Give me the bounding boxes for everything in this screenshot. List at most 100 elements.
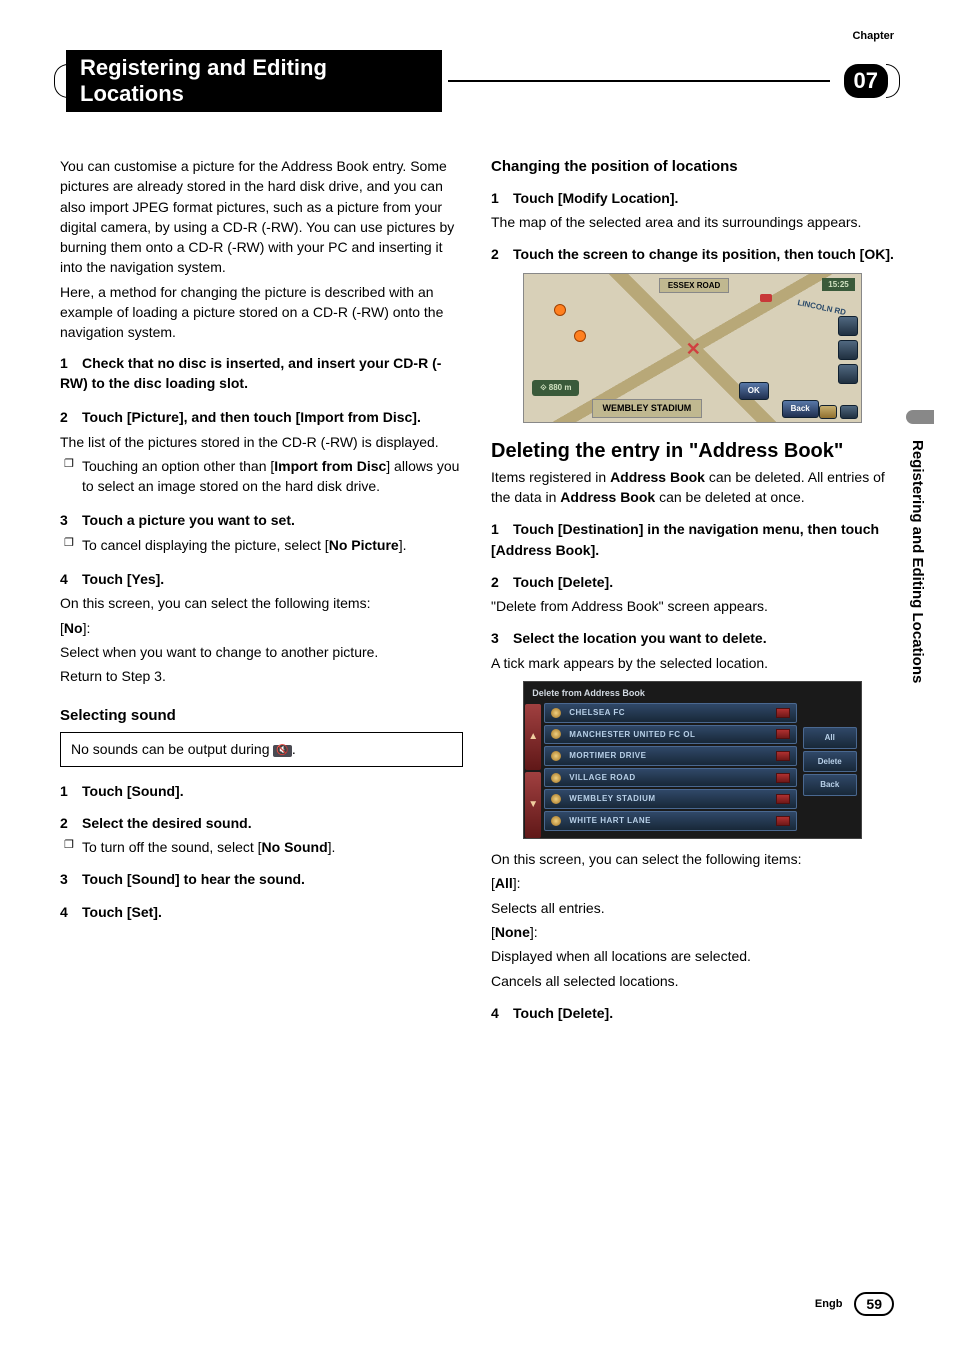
list-side-button[interactable]: All: [803, 727, 857, 749]
step-3-bullet: To cancel displaying the picture, select…: [60, 535, 463, 555]
map-screenshot: ESSEX ROAD 15:25 LINCOLN RD ✕ ⟐ 880 m WE…: [523, 273, 862, 423]
all-body: Selects all entries.: [491, 898, 894, 918]
footer-lang: Engb: [815, 1298, 843, 1310]
marker-icon: [551, 729, 561, 739]
deleting-entry-heading: Deleting the entry in "Address Book": [491, 439, 894, 463]
t: None: [495, 924, 530, 940]
list-row-text: WHITE HART LANE: [565, 815, 776, 827]
list-up-arrow[interactable]: ▲: [525, 704, 541, 770]
list-row-text: CHELSEA FC: [565, 707, 776, 719]
t: Touch [Modify Location].: [513, 190, 678, 206]
map-top-road: ESSEX ROAD: [659, 278, 729, 294]
t: All: [495, 875, 513, 891]
map-time: 15:25: [822, 278, 854, 292]
map-back-button[interactable]: Back: [782, 400, 819, 418]
page-number: 59: [854, 1292, 894, 1316]
deleting-entry-body: Items registered in Address Book can be …: [491, 467, 894, 508]
map-side-button-2[interactable]: [838, 340, 858, 360]
chg-step-2: 2Touch the screen to change its position…: [491, 244, 894, 264]
t: Address Book: [560, 489, 655, 505]
t: 880 m: [549, 383, 572, 392]
step-3-text: Touch a picture you want to set.: [82, 512, 295, 528]
t: Items registered in: [491, 469, 610, 485]
no-option: [No]:: [60, 618, 463, 638]
list-row[interactable]: MORTIMER DRIVE: [544, 746, 797, 766]
t: No Sound: [262, 839, 328, 855]
map-side-button-5[interactable]: [819, 405, 837, 419]
sound-step-4: 4Touch [Set].: [60, 902, 463, 922]
list-row-text: MANCHESTER UNITED FC OL: [565, 729, 776, 741]
t: ⟐: [540, 383, 546, 392]
t: Select the desired sound.: [82, 815, 252, 831]
list-row[interactable]: MANCHESTER UNITED FC OL: [544, 725, 797, 745]
del-step-1: 1Touch [Destination] in the navigation m…: [491, 519, 894, 560]
del-step-3-body: A tick mark appears by the selected loca…: [491, 653, 894, 673]
t: ].: [399, 537, 407, 553]
flag-icon: [776, 794, 790, 804]
none-body-2: Cancels all selected locations.: [491, 971, 894, 991]
step-2-body: The list of the pictures stored in the C…: [60, 432, 463, 452]
map-side-button-3[interactable]: [838, 364, 858, 384]
intro-paragraph-1: You can customise a picture for the Addr…: [60, 156, 463, 278]
del-step-4: 4Touch [Delete].: [491, 1003, 894, 1023]
list-down-arrow[interactable]: ▼: [525, 772, 541, 838]
map-side-button-1[interactable]: [838, 316, 858, 336]
del-step-2: 2Touch [Delete].: [491, 572, 894, 592]
step-1-text: Check that no disc is inserted, and inse…: [60, 355, 441, 391]
list-row[interactable]: VILLAGE ROAD: [544, 768, 797, 788]
del-step-2-body: "Delete from Address Book" screen appear…: [491, 596, 894, 616]
step-4-text: Touch [Yes].: [82, 571, 164, 587]
list-row[interactable]: WEMBLEY STADIUM: [544, 789, 797, 809]
list-row[interactable]: CHELSEA FC: [544, 703, 797, 723]
t: Touch [Sound].: [82, 783, 184, 799]
marker-icon: [551, 708, 561, 718]
flag-icon: [776, 751, 790, 761]
t: Touch [Set].: [82, 904, 162, 920]
list-row[interactable]: WHITE HART LANE: [544, 811, 797, 831]
t: Touching an option other than [: [82, 458, 274, 474]
t: Touch [Sound] to hear the sound.: [82, 871, 305, 887]
t: To cancel displaying the picture, select…: [82, 537, 329, 553]
marker-icon: [551, 751, 561, 761]
map-location-label: WEMBLEY STADIUM: [592, 399, 703, 418]
step-2-text: Touch [Picture], and then touch [Import …: [82, 409, 421, 425]
t: Touch [Destination] in the navigation me…: [491, 521, 879, 557]
mute-icon: 🔇: [273, 745, 291, 757]
step-4-body: On this screen, you can select the follo…: [60, 593, 463, 613]
marker-icon: [551, 794, 561, 804]
sound-step-1: 1Touch [Sound].: [60, 781, 463, 801]
marker-icon: [551, 816, 561, 826]
t: To turn off the sound, select [: [82, 839, 262, 855]
del-step-3: 3Select the location you want to delete.: [491, 628, 894, 648]
after-list-text: On this screen, you can select the follo…: [491, 849, 894, 869]
t: Touch [Delete].: [513, 1005, 613, 1021]
step-1: 1Check that no disc is inserted, and ins…: [60, 353, 463, 394]
no-body-1: Select when you want to change to anothe…: [60, 642, 463, 662]
step-2-bullet: Touching an option other than [Import fr…: [60, 456, 463, 497]
map-side-button-4[interactable]: [840, 405, 858, 419]
side-tab-label: Registering and Editing Locations: [909, 440, 926, 683]
list-title: Delete from Address Book: [524, 682, 861, 703]
map-crosshair-icon: ✕: [686, 336, 701, 362]
none-option: [None]:: [491, 922, 894, 942]
intro-paragraph-2: Here, a method for changing the picture …: [60, 282, 463, 343]
flag-icon: [776, 773, 790, 783]
map-scale: ⟐ 880 m: [532, 380, 579, 396]
t: " screen appears.: [659, 598, 768, 614]
map-ok-button[interactable]: OK: [739, 382, 769, 400]
none-body-1: Displayed when all locations are selecte…: [491, 946, 894, 966]
list-side-button[interactable]: Back: [803, 774, 857, 796]
t: Deleting the entry in: [491, 440, 689, 462]
no-body-2: Return to Step 3.: [60, 666, 463, 686]
delete-list-screenshot: Delete from Address Book ▲ ▼ CHELSEA FC M…: [523, 681, 862, 839]
left-column: You can customise a picture for the Addr…: [60, 156, 463, 1027]
changing-position-heading: Changing the position of locations: [491, 156, 894, 178]
list-side-button[interactable]: Delete: [803, 751, 857, 773]
page-header: Registering and Editing Locations 07: [60, 50, 894, 112]
t: Import from Disc: [274, 458, 386, 474]
chg-step-1: 1Touch [Modify Location].: [491, 188, 894, 208]
list-row-text: VILLAGE ROAD: [565, 772, 776, 784]
t: Address Book: [610, 469, 705, 485]
sound-step-3: 3Touch [Sound] to hear the sound.: [60, 869, 463, 889]
flag-icon: [776, 729, 790, 739]
